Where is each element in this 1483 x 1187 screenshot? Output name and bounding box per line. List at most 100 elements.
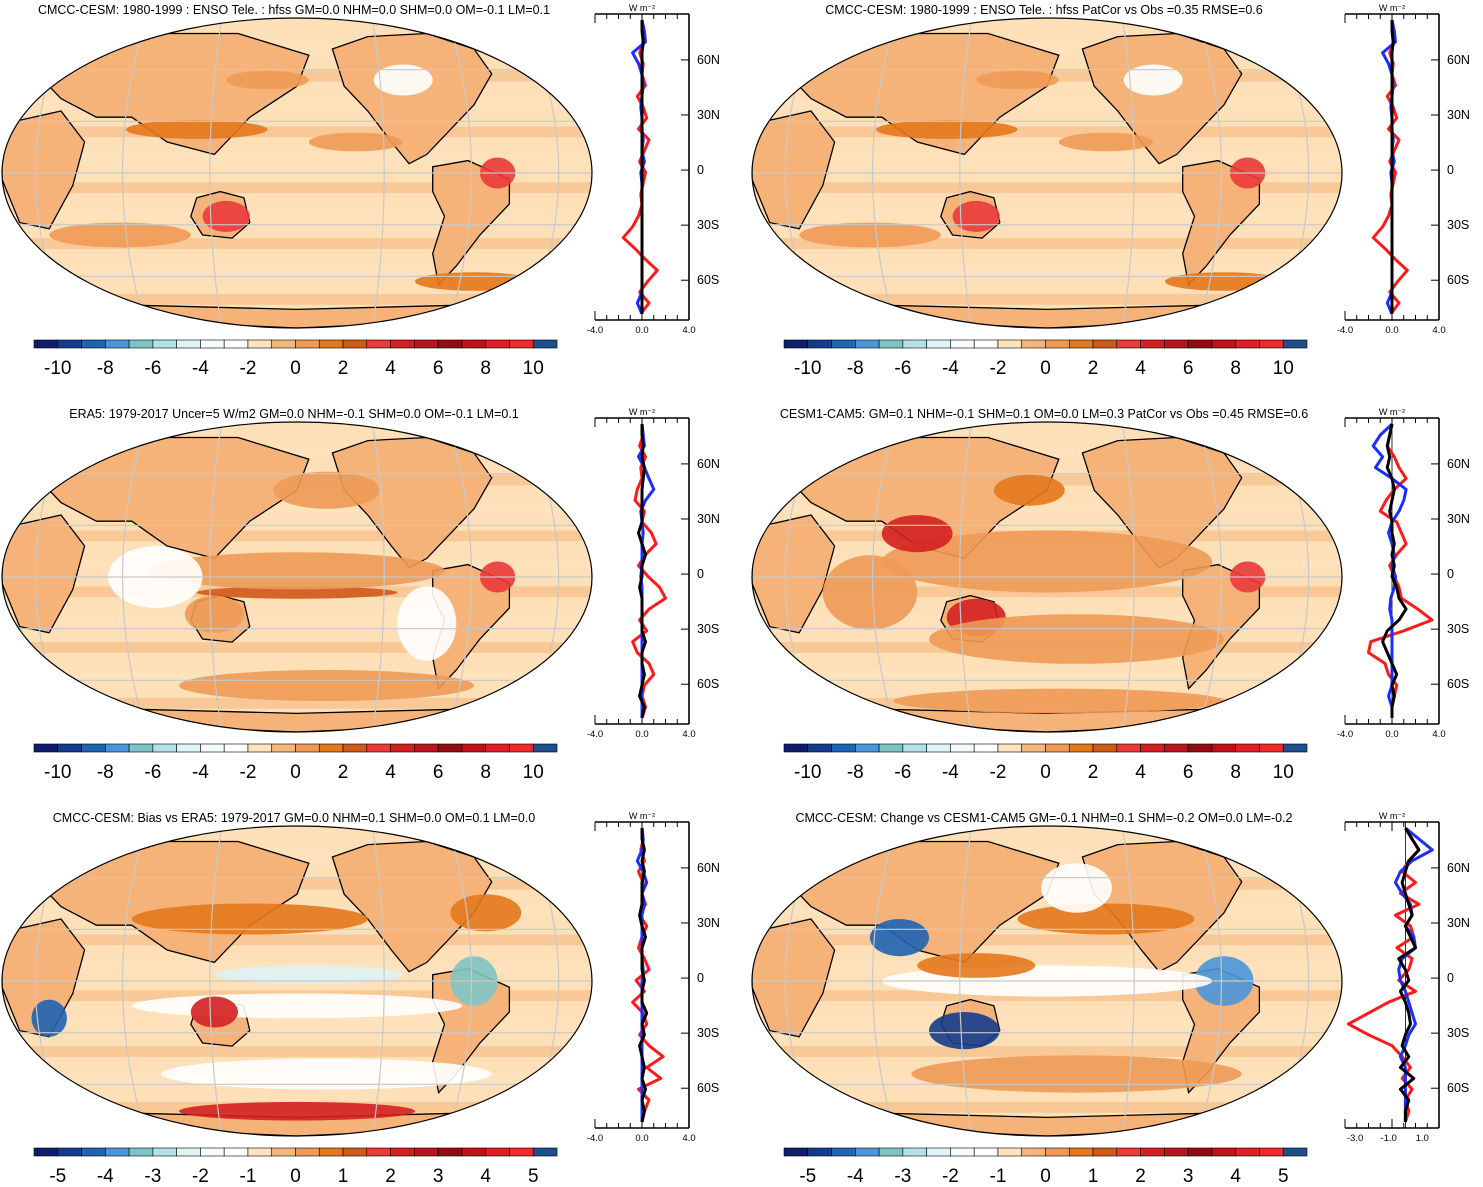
profile-x-tick-label: 0.0 — [1385, 325, 1398, 336]
colorbar-swatch — [318, 1147, 344, 1157]
colorbar-tick-label: -10 — [794, 762, 821, 783]
map-border — [1, 17, 593, 329]
colorbar-swatch — [1045, 1147, 1070, 1157]
colorbar-tick-label: 2 — [1135, 1166, 1146, 1187]
meridian-line — [871, 422, 897, 732]
colorbar-swatch — [973, 1147, 999, 1157]
anomaly-patch — [125, 120, 268, 139]
colorbar-swatch — [997, 339, 1023, 349]
colorbar-swatch — [1021, 743, 1046, 753]
map-title-3: ERA5: 1979-2017 Uncer=5 W/m2 GM=0.0 NHM=… — [69, 407, 519, 421]
colorbar-swatch — [152, 339, 177, 349]
colorbar-swatch — [390, 743, 415, 753]
profile-line-black — [1390, 20, 1395, 314]
colorbar-swatch — [33, 743, 59, 753]
colorbar-swatch — [105, 1147, 130, 1157]
colorbar-swatch — [152, 743, 177, 753]
colorbar-tick-label: -5 — [49, 1166, 66, 1187]
colorbar-swatch — [1092, 339, 1118, 349]
anomaly-patch — [179, 670, 474, 701]
colorbar-swatch — [1068, 1147, 1094, 1157]
colorbar-swatch — [997, 743, 1023, 753]
zonal-profile-3: W m⁻² -4.0 0.0 4.0 60N 30N 0 30S 60S — [587, 407, 720, 740]
map-border — [1, 825, 593, 1137]
map-panel-1 — [1, 17, 593, 329]
meridian-line — [1197, 422, 1223, 732]
colorbar-tick-label: 1 — [1088, 1166, 1099, 1187]
colorbar-swatch — [532, 743, 558, 753]
anomaly-patch — [929, 614, 1224, 664]
anomaly-patch — [49, 222, 191, 248]
map-title-5: CMCC-CESM: Bias vs ERA5: 1979-2017 GM=0.… — [53, 811, 536, 825]
profile-y-tick-label: 30S — [1447, 1026, 1469, 1040]
anomaly-patch — [202, 200, 250, 232]
anomaly-patch — [196, 586, 398, 599]
colorbar-swatch — [176, 743, 201, 753]
meridian-line — [209, 826, 223, 1136]
colorbar-tick-label: -2 — [240, 358, 257, 379]
colorbar-tick-label: -2 — [192, 1166, 209, 1187]
colorbar-swatch — [437, 339, 463, 349]
colorbar-swatch — [57, 743, 82, 753]
colorbar-swatch — [973, 339, 999, 349]
profile-y-tick-label: 30N — [1447, 916, 1470, 930]
anomaly-patch — [273, 471, 380, 509]
colorbar-swatch — [295, 1147, 320, 1157]
colorbar-swatch — [997, 1147, 1023, 1157]
colorbar-swatch — [33, 339, 59, 349]
profile-y-tick-label: 60S — [1447, 677, 1469, 691]
meridian-line — [447, 422, 473, 732]
profile-y-tick-label: 0 — [1447, 971, 1454, 985]
colorbar-tick-label: 3 — [1183, 1166, 1194, 1187]
colorbar-swatch — [1235, 1147, 1260, 1157]
profile-y-tick-label: 60N — [1447, 53, 1470, 67]
anomaly-patch — [1058, 132, 1154, 152]
colorbar-tick-label: -8 — [97, 762, 114, 783]
colorbar-swatch — [105, 743, 130, 753]
profile-x-tick-label: 4.0 — [682, 729, 695, 740]
anomaly-patch — [875, 120, 1018, 139]
colorbar-swatch — [855, 743, 880, 753]
anomaly-patch — [929, 1012, 1000, 1050]
anomaly-patch — [131, 993, 463, 1019]
colorbar-swatch — [1068, 743, 1094, 753]
meridian-line — [1121, 826, 1135, 1136]
anomaly-patch — [149, 552, 445, 590]
colorbar-swatch — [223, 1147, 249, 1157]
colorbar-swatch — [1211, 1147, 1236, 1157]
profile-y-tick-label: 0 — [697, 567, 704, 581]
colorbar-swatch — [1021, 1147, 1046, 1157]
colorbar-tick-label: -4 — [97, 1166, 114, 1187]
colorbar-swatch — [295, 339, 320, 349]
colorbar-swatch — [200, 339, 225, 349]
colorbar-swatch — [1164, 339, 1189, 349]
colorbar-swatch — [152, 1147, 177, 1157]
anomaly-patch — [226, 70, 309, 90]
colorbar-swatch — [1211, 743, 1236, 753]
colorbar-swatch — [128, 1147, 154, 1157]
colorbar-tick-label: -2 — [942, 1166, 959, 1187]
profile-y-tick-label: 30S — [697, 622, 719, 636]
zonal-profile-6: W m⁻² -3.0 -1.0 1.0 60N 30N 0 30S 60S — [1344, 811, 1470, 1144]
colorbar-tick-label: -2 — [240, 762, 257, 783]
colorbar-swatch — [1259, 339, 1284, 349]
colorbar-2: -10 -8 -6 -4 -2 0 2 4 6 8 10 — [783, 339, 1308, 379]
colorbar-tick-label: 6 — [433, 762, 444, 783]
anomaly-patch — [976, 70, 1059, 90]
colorbar-tick-label: -6 — [144, 762, 161, 783]
colorbar-swatch — [128, 339, 154, 349]
colorbar-tick-label: 8 — [480, 762, 491, 783]
colorbar-tick-label: -4 — [847, 1166, 864, 1187]
colorbar-swatch — [807, 339, 832, 349]
colorbar-tick-label: -10 — [44, 358, 71, 379]
colorbar-swatch — [1092, 743, 1118, 753]
zonal-profile-5: W m⁻² -4.0 0.0 4.0 60N 30N 0 30S 60S — [587, 811, 720, 1144]
colorbar-swatch — [1235, 743, 1260, 753]
anomaly-patch — [881, 515, 953, 553]
profile-y-tick-label: 60S — [697, 273, 719, 287]
colorbar-tick-label: 0 — [1040, 358, 1051, 379]
profile-x-tick-label: -4.0 — [587, 325, 603, 336]
colorbar-tick-label: -10 — [44, 762, 71, 783]
profile-line-black — [638, 828, 649, 1123]
